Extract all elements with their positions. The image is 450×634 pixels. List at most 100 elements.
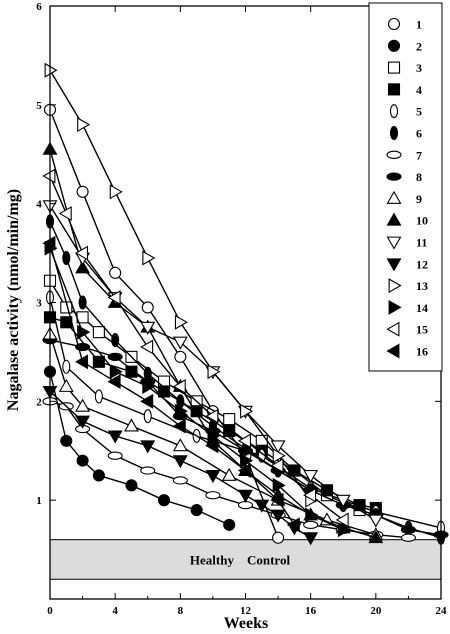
series-15-point — [107, 290, 121, 306]
series-16-point — [237, 463, 251, 478]
series-11-point — [303, 470, 319, 484]
series-14-point — [142, 379, 156, 394]
series-4-point — [125, 365, 138, 378]
series-6-point — [78, 295, 87, 310]
series-13-point — [77, 117, 91, 133]
y-tick-label: 1 — [36, 495, 42, 507]
legend-label-10: 10 — [416, 214, 428, 228]
series-6-point — [62, 250, 71, 266]
series-16 — [42, 235, 300, 533]
series-16-point — [270, 492, 284, 508]
series-1-point — [109, 266, 122, 279]
legend-label-5: 5 — [416, 105, 422, 119]
series-6-point — [111, 333, 120, 348]
legend-marker-4 — [387, 83, 401, 96]
series-14-point — [337, 522, 351, 538]
series-2-point — [190, 503, 203, 517]
series-3-point — [223, 413, 236, 426]
legend-marker-12 — [386, 258, 402, 272]
series-15-point — [270, 458, 284, 474]
legend-marker-5 — [389, 104, 399, 119]
legend-label-8: 8 — [416, 170, 422, 184]
series-2-point — [157, 494, 171, 507]
legend-marker-8 — [386, 172, 402, 181]
series-15-point — [42, 168, 56, 184]
y-tick-label: 6 — [36, 1, 42, 13]
series-13-line — [49, 69, 312, 501]
healthy-control-band-group: Healthy Control — [49, 539, 442, 580]
series-15-point — [58, 206, 72, 221]
series-15-point — [303, 487, 317, 503]
series-2-point — [125, 479, 138, 492]
legend-label-13: 13 — [416, 279, 428, 293]
x-tick-label: 20 — [370, 605, 382, 617]
series-15 — [42, 168, 349, 528]
series-13-point — [44, 62, 58, 78]
series-7-point — [140, 466, 156, 475]
series-11-point — [368, 514, 384, 528]
series-11-point — [335, 494, 351, 508]
series-9-point — [124, 418, 139, 432]
series-14-point — [240, 453, 254, 469]
series-4-point — [92, 355, 105, 368]
legend-marker-16 — [386, 343, 400, 359]
legend-marker-14 — [388, 299, 402, 315]
series-16-point — [286, 517, 300, 533]
legend-marker-2 — [387, 39, 401, 52]
series-10-point — [75, 260, 91, 274]
series-15-point — [237, 433, 251, 449]
healthy-control-band — [49, 539, 442, 580]
series-4-point — [223, 424, 236, 438]
x-tick-label: 4 — [112, 605, 118, 617]
series-16-point — [205, 438, 219, 454]
legend-label-9: 9 — [416, 192, 422, 206]
series-5-point — [62, 359, 71, 374]
series-16-point — [140, 393, 154, 409]
series-1-point — [174, 350, 187, 363]
y-tick-label: 4 — [36, 199, 42, 211]
legend-label-16: 16 — [416, 345, 428, 359]
series-12-point — [254, 499, 270, 513]
y-axis-title: Nagalase activity (nmol/min/mg) — [5, 189, 22, 411]
series-14-point — [109, 364, 123, 380]
series-7-point — [303, 520, 319, 530]
series-8-point — [237, 446, 254, 455]
series-16-point — [172, 418, 186, 434]
series-11-point — [172, 336, 188, 350]
series-12-point — [303, 532, 319, 546]
series-1-point — [272, 531, 285, 544]
x-axis-title: Weeks — [224, 615, 268, 632]
x-tick-label: 16 — [305, 605, 317, 617]
series-3-point — [92, 326, 105, 339]
x-tick-label: 8 — [178, 605, 184, 617]
series-13-point — [240, 403, 254, 419]
legend-label-1: 1 — [416, 18, 422, 32]
series-12-point — [107, 430, 123, 444]
series-11-point — [140, 321, 156, 335]
series-5-point — [143, 409, 152, 424]
series-2-point — [223, 518, 236, 531]
series-12-point — [75, 415, 91, 429]
legend-marker-1 — [387, 17, 401, 31]
series-2-point — [76, 454, 89, 467]
x-tick-label: 12 — [240, 605, 252, 617]
legend-label-7: 7 — [416, 148, 422, 162]
legend-marker-7 — [386, 150, 402, 159]
series-13-point — [207, 364, 221, 380]
series-8-point — [107, 352, 123, 362]
series-12-point — [270, 509, 286, 523]
series-14-point — [174, 403, 188, 419]
series-12-point — [172, 455, 188, 469]
series-4-point — [190, 405, 203, 418]
series-13-point — [109, 184, 123, 200]
series-7-point — [172, 476, 188, 485]
series-13-point — [272, 448, 286, 464]
series-15-point — [140, 339, 154, 355]
series-14-point — [207, 428, 221, 444]
legend-label-3: 3 — [416, 61, 422, 75]
series-15-point — [74, 245, 89, 261]
series-group — [42, 62, 449, 546]
series-14-point — [272, 477, 286, 493]
